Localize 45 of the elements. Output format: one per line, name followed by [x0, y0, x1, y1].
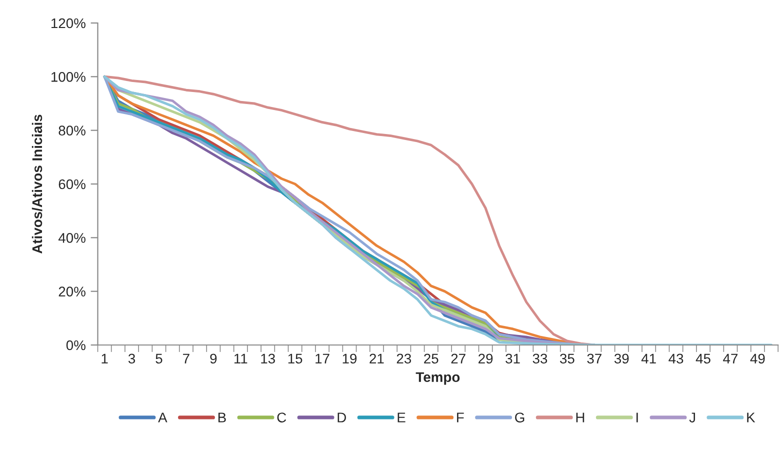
legend-label: B [218, 412, 226, 422]
x-tick-label: 49 [750, 354, 765, 364]
x-tick-label: 43 [668, 354, 684, 364]
x-tick-label: 5 [156, 354, 162, 364]
x-tick-label: 29 [478, 354, 493, 364]
x-tick-label: 7 [183, 354, 190, 364]
legend-label: J [689, 412, 695, 422]
x-tick-label: 27 [451, 354, 466, 364]
x-tick-label: 21 [370, 354, 384, 364]
x-tick-label: 3 [128, 354, 136, 364]
x-tick-label: 1 [102, 354, 108, 364]
y-tick-label: 60% [58, 179, 86, 190]
x-tick-label: 33 [532, 354, 548, 364]
y-tick-label: 100% [51, 72, 86, 82]
x-axis-title: Tempo [416, 372, 460, 385]
y-tick-label: 40% [58, 233, 86, 243]
legend-label: A [158, 412, 168, 422]
y-tick-label: 20% [58, 286, 86, 297]
x-tick-label: 11 [234, 354, 248, 364]
x-tick-label: 15 [288, 354, 302, 364]
x-tick-label: 23 [396, 354, 412, 364]
x-tick-label: 37 [587, 354, 602, 364]
x-tick-label: 35 [560, 354, 574, 364]
legend-label: C [277, 412, 286, 422]
x-tick-label: 41 [641, 354, 656, 364]
x-tick-label: 19 [342, 354, 357, 364]
y-tick-label: 0% [66, 340, 86, 350]
x-tick-label: 13 [261, 354, 275, 364]
x-tick-label: 9 [210, 354, 217, 364]
legend-label: F [457, 412, 464, 422]
x-tick-label: 39 [614, 354, 629, 364]
legend-label: H [576, 412, 584, 422]
legend-label: I [636, 412, 638, 422]
y-tick-label: 80% [58, 126, 86, 136]
x-tick-label: 47 [723, 354, 738, 364]
legend-label: E [398, 412, 406, 422]
x-tick-label: 25 [424, 354, 438, 364]
y-tick-label: 120% [51, 18, 86, 28]
x-tick-label: 17 [316, 354, 330, 364]
legend-label: D [338, 412, 346, 422]
x-tick-label: 31 [506, 354, 520, 364]
x-tick-label: 45 [696, 354, 710, 364]
y-axis-title: Ativos/Ativos Iniciais [32, 114, 42, 254]
legend-label: K [747, 412, 756, 422]
legend-label: G [515, 412, 524, 422]
